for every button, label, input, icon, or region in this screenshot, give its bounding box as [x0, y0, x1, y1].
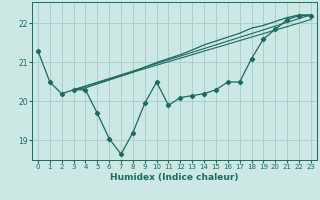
X-axis label: Humidex (Indice chaleur): Humidex (Indice chaleur) — [110, 173, 239, 182]
